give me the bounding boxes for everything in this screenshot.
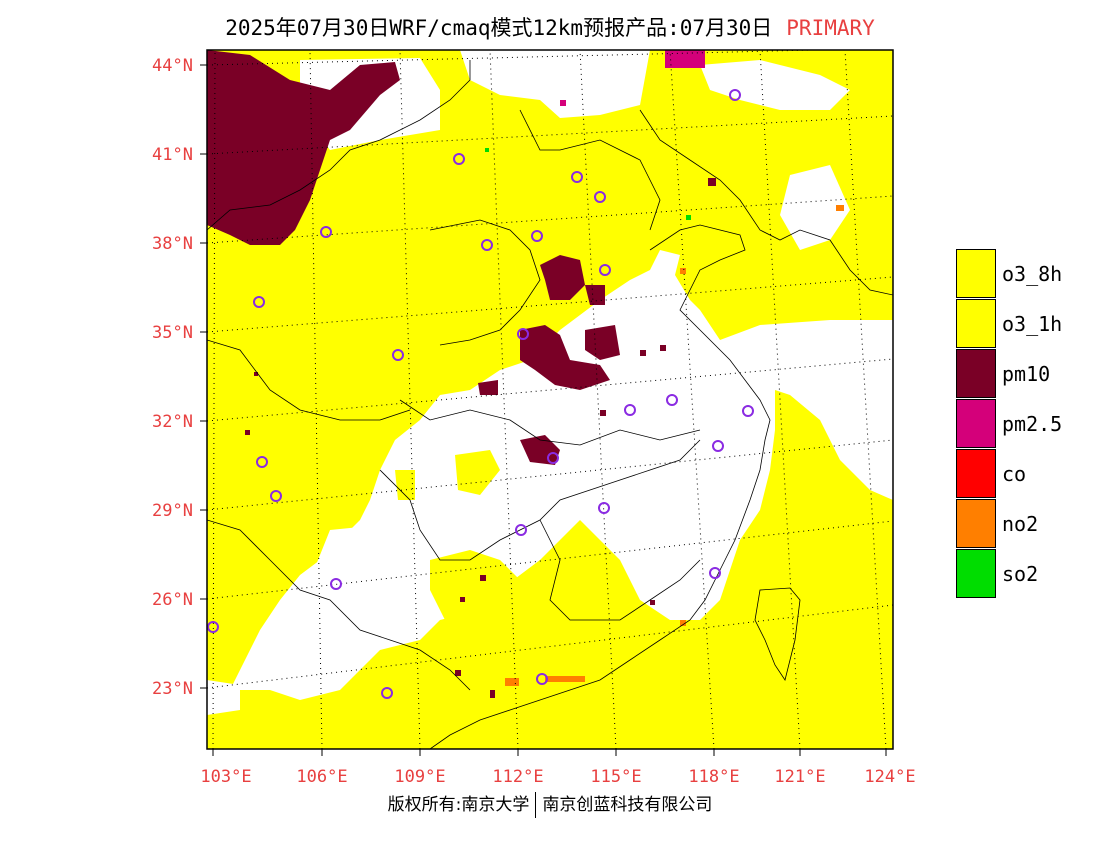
- footer-separator: [535, 792, 537, 818]
- lat-label: 38°N: [152, 234, 193, 254]
- lon-label: 106°E: [296, 767, 347, 787]
- title-text: 2025年07月30日WRF/cmaq模式12km预报产品:07月30日: [225, 16, 773, 40]
- clean-regions: [207, 58, 850, 715]
- legend-label: o3_8h: [1002, 262, 1063, 286]
- legend-label: pm10: [1002, 362, 1051, 386]
- lat-label: 26°N: [152, 590, 193, 610]
- graticule: [207, 50, 893, 749]
- lat-label: 32°N: [152, 412, 193, 432]
- legend-swatch: [956, 549, 996, 598]
- lat-label: 41°N: [152, 145, 193, 165]
- lat-label: 35°N: [152, 323, 193, 343]
- lon-label: 118°E: [688, 767, 739, 787]
- legend-item: o3_8h: [956, 249, 1062, 299]
- lat-labels: 44°N 41°N 38°N 35°N 32°N 29°N 26°N 23°N: [152, 56, 193, 699]
- copyright-footer: 版权所有:南京大学 南京创蓝科技有限公司: [0, 790, 1100, 818]
- pollutant-legend: o3_8h o3_1h pm10 pm2.5 co no2 so2: [956, 249, 1062, 599]
- copyright-owner: 版权所有:南京大学: [387, 795, 530, 815]
- map-frame: [206, 49, 894, 750]
- legend-item: so2: [956, 549, 1062, 599]
- lon-label: 109°E: [394, 767, 445, 787]
- lat-label: 29°N: [152, 501, 193, 521]
- station-markers: [207, 89, 754, 699]
- legend-swatch: [956, 349, 996, 398]
- legend-label: co: [1002, 462, 1027, 486]
- pm10-regions: [207, 50, 620, 465]
- legend-item: co: [956, 449, 1062, 499]
- legend-item: o3_1h: [956, 299, 1062, 349]
- axis-ticks: [200, 64, 887, 756]
- lon-label: 112°E: [492, 767, 543, 787]
- hotspot-pixels: [245, 50, 844, 698]
- title-tag: PRIMARY: [786, 16, 875, 40]
- lon-label: 115°E: [590, 767, 641, 787]
- legend-swatch: [956, 399, 996, 448]
- legend-item: no2: [956, 499, 1062, 549]
- legend-swatch: [956, 299, 996, 348]
- lon-label: 121°E: [774, 767, 825, 787]
- legend-label: no2: [1002, 512, 1039, 536]
- legend-label: pm2.5: [1002, 412, 1063, 436]
- legend-label: so2: [1002, 562, 1039, 586]
- map-title: 2025年07月30日WRF/cmaq模式12km预报产品:07月30日 PRIM…: [0, 12, 1100, 42]
- legend-item: pm2.5: [956, 399, 1062, 449]
- lat-label: 23°N: [152, 679, 193, 699]
- copyright-company: 南京创蓝科技有限公司: [542, 795, 713, 815]
- lat-label: 44°N: [152, 56, 193, 76]
- lon-label: 103°E: [200, 767, 251, 787]
- legend-swatch: [956, 449, 996, 498]
- legend-swatch: [956, 499, 996, 548]
- lon-label: 124°E: [864, 767, 915, 787]
- legend-swatch: [956, 249, 996, 298]
- boundaries: [207, 60, 893, 749]
- lon-labels: 103°E 106°E 109°E 112°E 115°E 118°E 121°…: [200, 767, 915, 787]
- legend-label: o3_1h: [1002, 312, 1063, 336]
- legend-item: pm10: [956, 349, 1062, 399]
